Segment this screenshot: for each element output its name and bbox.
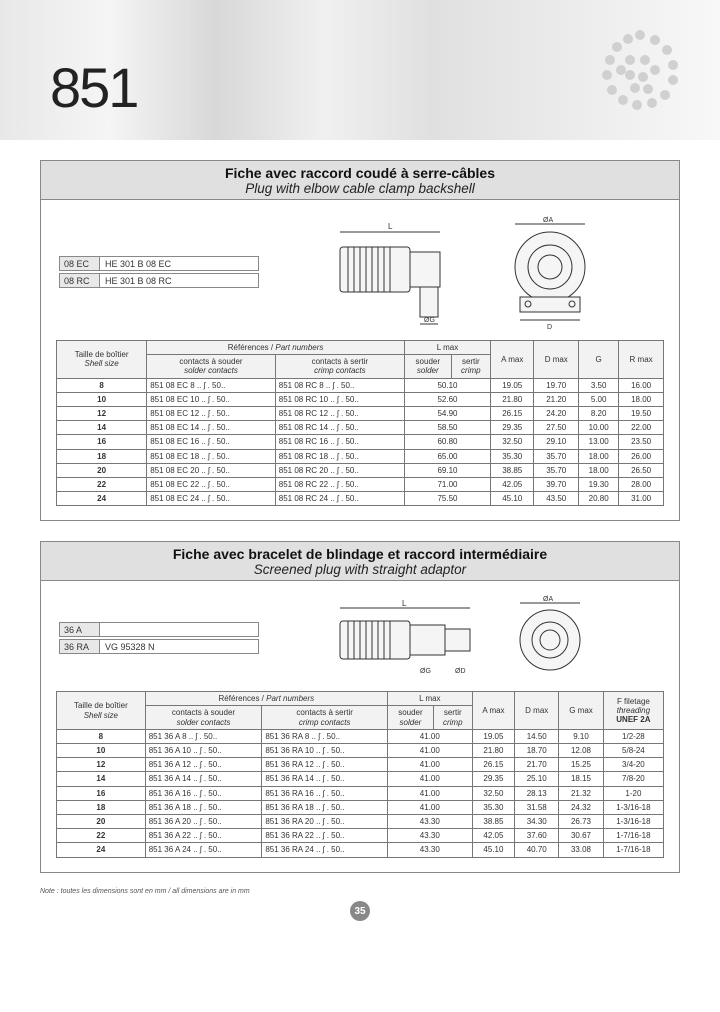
code-val: HE 301 B 08 EC (100, 259, 258, 269)
panel1-title: Fiche avec raccord coudé à serre-câbles … (41, 161, 679, 200)
code-box: 36 A (59, 622, 259, 637)
table-row: 10851 08 EC 10 .. ʃ . 50..851 08 RC 10 .… (57, 392, 664, 406)
table-head: Taille de boîtierShell size Références /… (57, 341, 664, 379)
panel2-title: Fiche avec bracelet de blindage et racco… (41, 542, 679, 581)
table-row: 14851 08 EC 14 .. ʃ . 50..851 08 RC 14 .… (57, 421, 664, 435)
series-number: 851 (50, 55, 137, 120)
table-row: 14851 36 A 14 .. ʃ . 50..851 36 RA 14 ..… (57, 772, 664, 786)
table-row: 18851 36 A 18 .. ʃ . 50..851 36 RA 18 ..… (57, 800, 664, 814)
svg-text:ØA: ØA (543, 596, 553, 603)
panel1-codes: 08 EC HE 301 B 08 EC 08 RC HE 301 B 08 R… (59, 256, 259, 288)
panel1-drawing-row: 08 EC HE 301 B 08 EC 08 RC HE 301 B 08 R… (41, 200, 679, 340)
table-row: 20851 08 EC 20 .. ʃ . 50..851 08 RC 20 .… (57, 463, 664, 477)
svg-text:ØD: ØD (455, 668, 466, 675)
code-key: 08 RC (60, 274, 100, 287)
panel1-drawing: L ØG ØA D (279, 212, 661, 332)
code-val: VG 95328 N (100, 642, 258, 652)
table-row: 18851 08 EC 18 .. ʃ . 50..851 08 RC 18 .… (57, 449, 664, 463)
page-number-wrap: 35 (0, 901, 720, 922)
svg-text:ØA: ØA (543, 217, 553, 224)
table-body: 8851 36 A 8 .. ʃ . 50..851 36 RA 8 .. ʃ … (57, 729, 664, 857)
datasheet-page: 851 Fiche avec raccord coudé à serre-c (0, 0, 720, 941)
table-head: Taille de boîtierShell size Références /… (57, 692, 664, 730)
table-row: 24851 08 EC 24 .. ʃ . 50..851 08 RC 24 .… (57, 492, 664, 506)
code-key: 36 A (60, 623, 100, 636)
table-row: 22851 36 A 22 .. ʃ . 50..851 36 RA 22 ..… (57, 829, 664, 843)
panel2-drawing: L ØG ØD ØA (279, 593, 661, 683)
table-row: 12851 08 EC 12 .. ʃ . 50..851 08 RC 12 .… (57, 406, 664, 420)
svg-text:L: L (402, 599, 407, 608)
code-box: 08 RC HE 301 B 08 RC (59, 273, 259, 288)
table-row: 20851 36 A 20 .. ʃ . 50..851 36 RA 20 ..… (57, 814, 664, 828)
svg-text:D: D (547, 324, 552, 331)
table-row: 24851 36 A 24 .. ʃ . 50..851 36 RA 24 ..… (57, 843, 664, 857)
panel2-title-fr: Fiche avec bracelet de blindage et racco… (41, 546, 679, 562)
table-row: 16851 36 A 16 .. ʃ . 50..851 36 RA 16 ..… (57, 786, 664, 800)
panel-elbow-clamp: Fiche avec raccord coudé à serre-câbles … (40, 160, 680, 521)
svg-text:L: L (388, 222, 393, 231)
panel2-drawing-row: 36 A 36 RA VG 95328 N (41, 581, 679, 691)
code-key: 08 EC (60, 257, 100, 270)
page-number: 35 (350, 901, 370, 921)
code-key: 36 RA (60, 640, 100, 653)
panel2-codes: 36 A 36 RA VG 95328 N (59, 622, 259, 654)
table-row: 8851 36 A 8 .. ʃ . 50..851 36 RA 8 .. ʃ … (57, 729, 664, 743)
table-row: 10851 36 A 10 .. ʃ . 50..851 36 RA 10 ..… (57, 744, 664, 758)
page-header: 851 (0, 0, 720, 140)
footnote: Note : toutes les dimensions sont en mm … (40, 888, 720, 895)
svg-text:ØG: ØG (424, 317, 435, 324)
panel1-table: Taille de boîtierShell size Références /… (56, 340, 664, 506)
panel2-table: Taille de boîtierShell size Références /… (56, 691, 664, 857)
panel1-title-en: Plug with elbow cable clamp backshell (41, 181, 679, 196)
decorative-dots-icon (585, 15, 695, 130)
panel1-title-fr: Fiche avec raccord coudé à serre-câbles (41, 165, 679, 181)
code-box: 36 RA VG 95328 N (59, 639, 259, 654)
svg-text:ØG: ØG (420, 668, 431, 675)
table-row: 12851 36 A 12 .. ʃ . 50..851 36 RA 12 ..… (57, 758, 664, 772)
table-body: 8851 08 EC 8 .. ʃ . 50..851 08 RC 8 .. ʃ… (57, 378, 664, 506)
panel2-title-en: Screened plug with straight adaptor (41, 562, 679, 577)
table-row: 8851 08 EC 8 .. ʃ . 50..851 08 RC 8 .. ʃ… (57, 378, 664, 392)
table-row: 16851 08 EC 16 .. ʃ . 50..851 08 RC 16 .… (57, 435, 664, 449)
table-row: 22851 08 EC 22 .. ʃ . 50..851 08 RC 22 .… (57, 477, 664, 491)
code-box: 08 EC HE 301 B 08 EC (59, 256, 259, 271)
code-val: HE 301 B 08 RC (100, 276, 258, 286)
panel-screened-straight: Fiche avec bracelet de blindage et racco… (40, 541, 680, 872)
